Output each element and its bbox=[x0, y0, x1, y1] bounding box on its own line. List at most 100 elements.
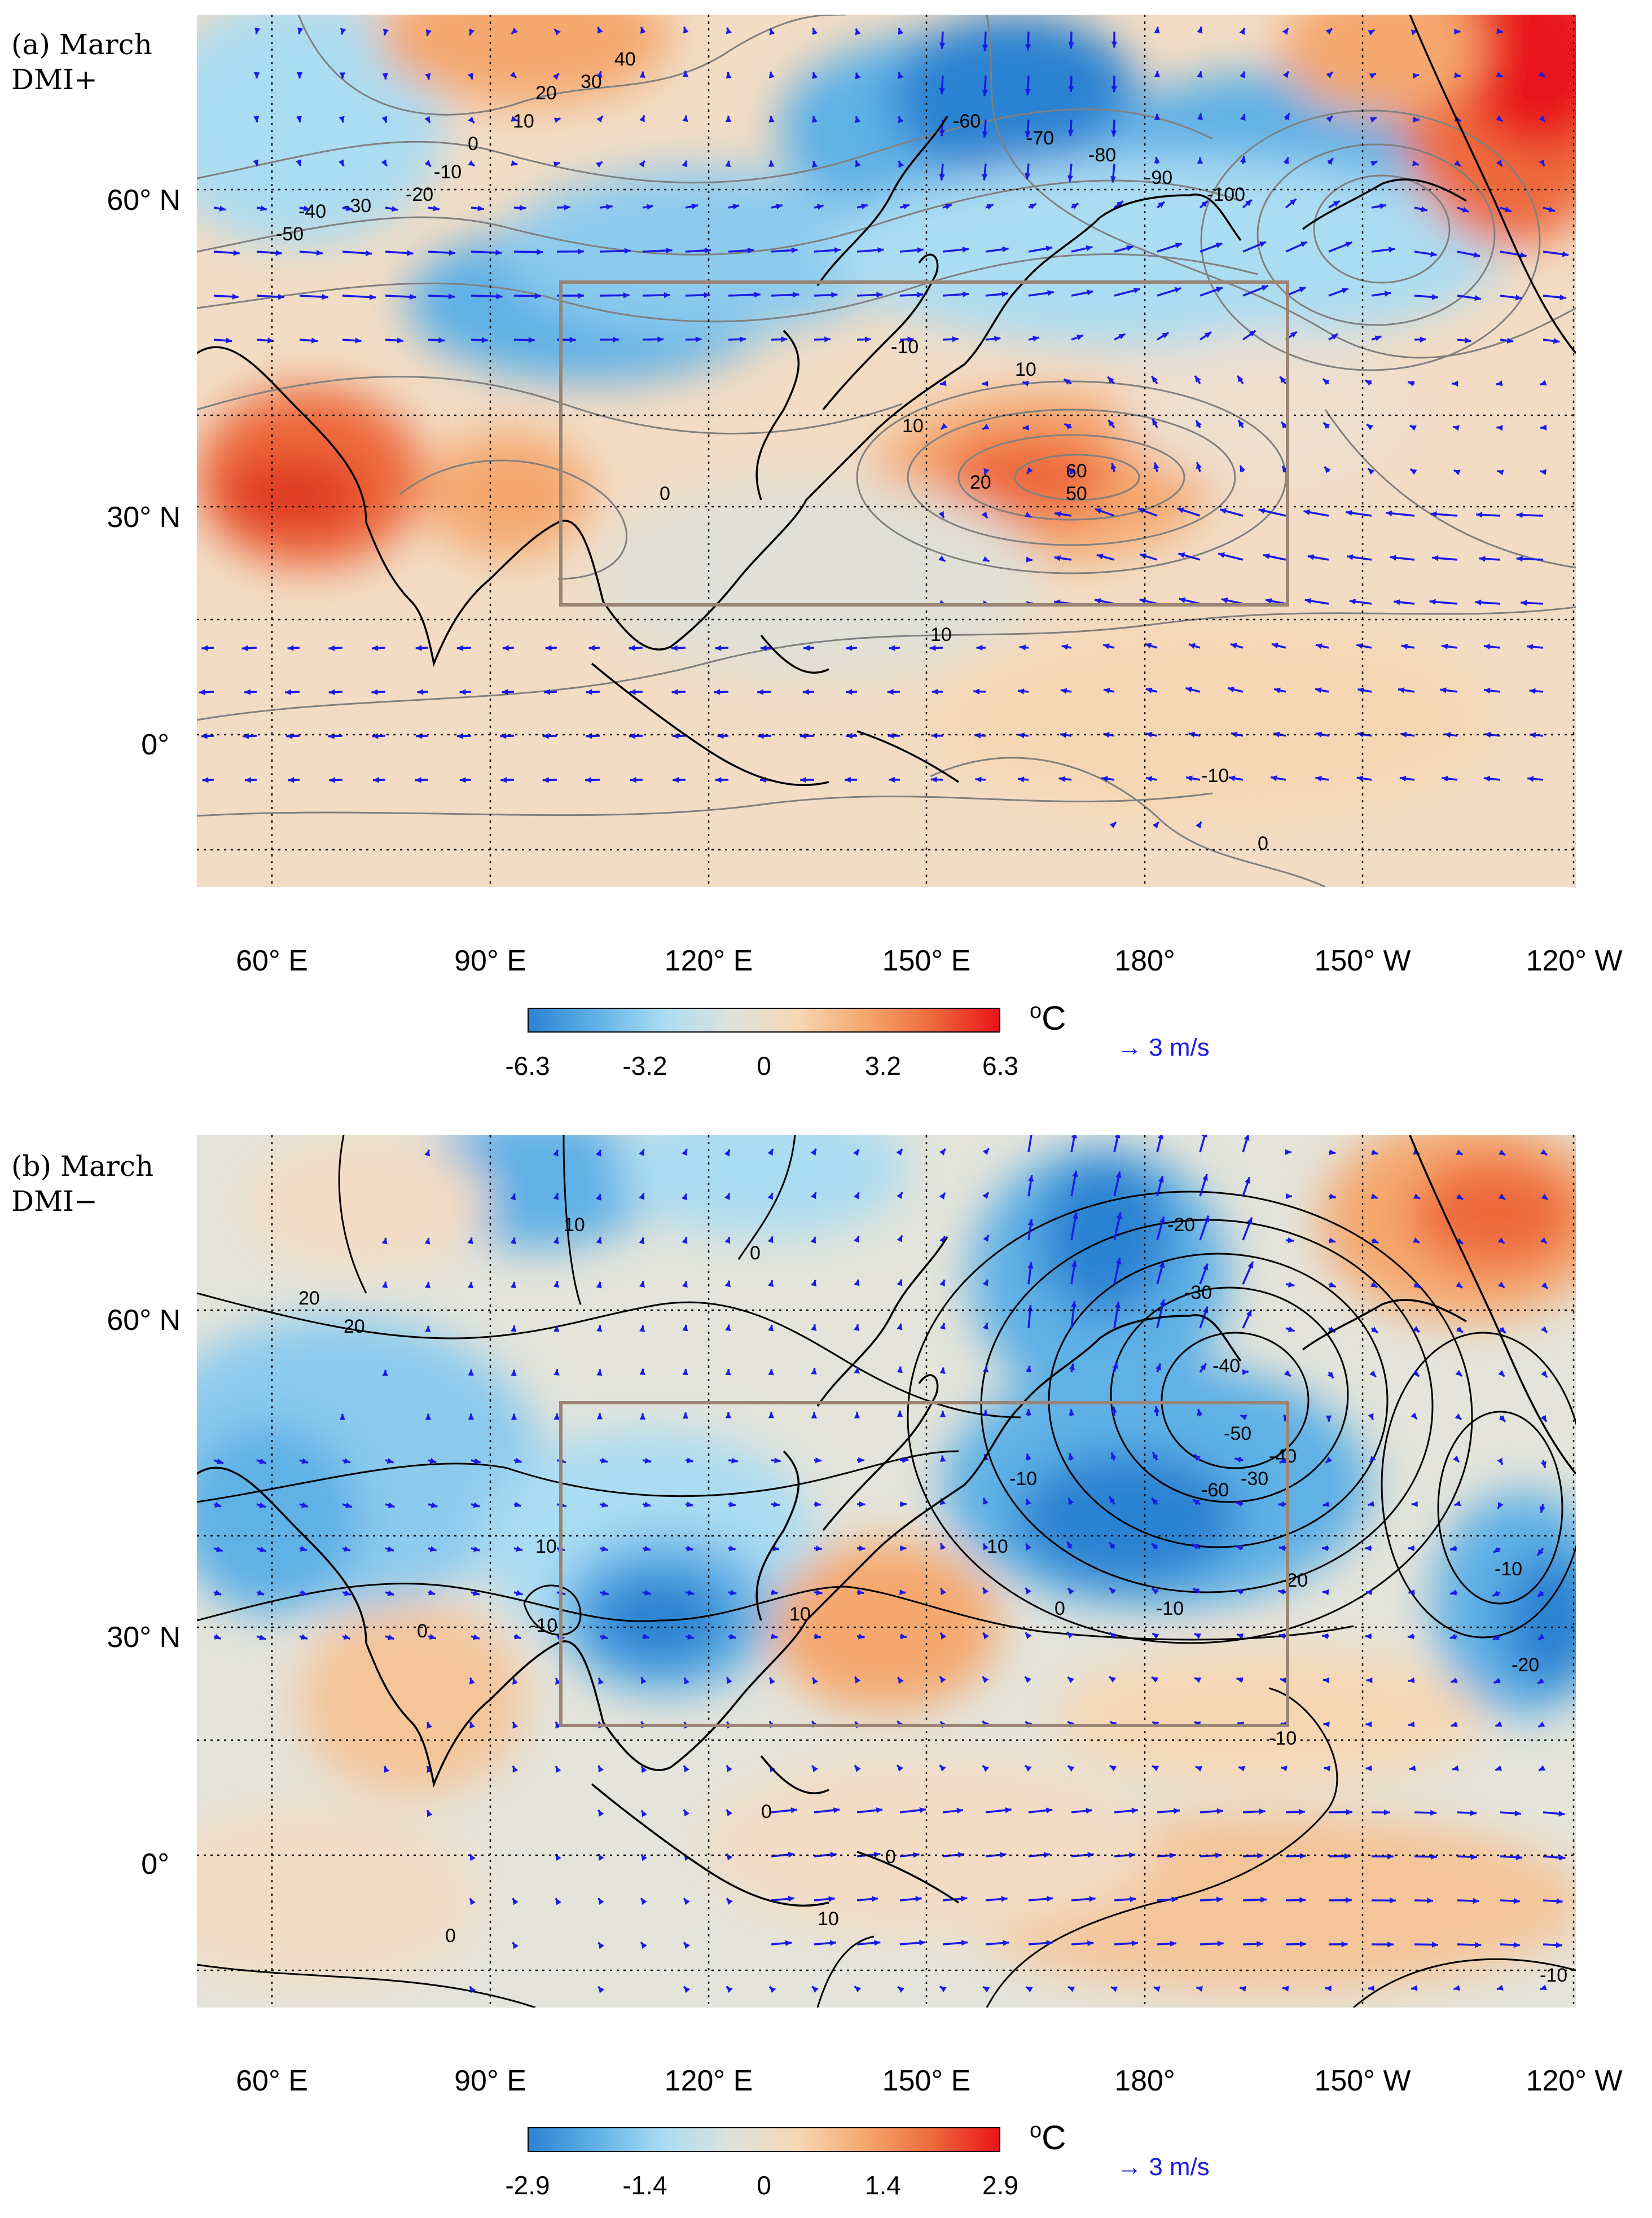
wind-vector-head bbox=[1171, 1896, 1178, 1903]
panel-a-colorbar-tick: -6.3 bbox=[505, 1051, 550, 1081]
wind-vector-head bbox=[961, 1895, 968, 1902]
wind-vector-head bbox=[1453, 469, 1461, 476]
wind-vector-head bbox=[854, 1236, 859, 1243]
wind-vector-head bbox=[1407, 1633, 1414, 1640]
wind-vector-head bbox=[853, 1192, 859, 1200]
panel-a-contour-line bbox=[1313, 174, 1451, 284]
wind-vector-head bbox=[1158, 201, 1165, 208]
panel-a-lon-120w: 120° W bbox=[1526, 945, 1623, 977]
wind-vector-head bbox=[1196, 462, 1202, 469]
wind-vector-head bbox=[1145, 643, 1152, 649]
contour-label: -10 bbox=[1540, 1965, 1567, 1986]
panel-b-colorbar-tick: -1.4 bbox=[622, 2171, 667, 2200]
wind-vector-head bbox=[500, 777, 507, 783]
wind-vector-head bbox=[1095, 598, 1101, 604]
wind-vector-head bbox=[1001, 291, 1008, 297]
wind-vector-head bbox=[1324, 1765, 1330, 1772]
wind-vector-head bbox=[424, 160, 431, 167]
wind-vector-head bbox=[855, 1676, 861, 1684]
wind-vector-head bbox=[1390, 1898, 1396, 1904]
wind-vector-head bbox=[1398, 687, 1405, 693]
wind-vector-head bbox=[553, 161, 560, 168]
wind-vector-head bbox=[1096, 554, 1104, 560]
wind-vector-head bbox=[1413, 1282, 1421, 1288]
panel-a-contour-line bbox=[930, 757, 1326, 887]
wind-vector-head bbox=[1497, 1457, 1503, 1465]
wind-vector-head bbox=[833, 1807, 840, 1813]
panel-a-coastline-philippines bbox=[760, 634, 829, 674]
wind-vector-head bbox=[1196, 420, 1202, 427]
wind-vector-head bbox=[244, 777, 251, 783]
wind-vector-head bbox=[427, 1810, 433, 1817]
contour-label: -20 bbox=[1512, 1654, 1539, 1676]
wind-vector-head bbox=[1261, 285, 1268, 291]
wind-vector-head bbox=[254, 27, 261, 34]
wind-vector-head bbox=[1285, 1149, 1291, 1156]
wind-vector-head bbox=[664, 292, 670, 298]
wind-vector-head bbox=[1240, 114, 1246, 121]
wind-vector-head bbox=[473, 1546, 480, 1552]
wind-vector-head bbox=[641, 1854, 647, 1861]
wind-vector-head bbox=[726, 1809, 733, 1817]
wind-vector-head bbox=[1540, 469, 1547, 475]
wind-vector-head bbox=[372, 777, 379, 783]
wind-vector-head bbox=[1175, 243, 1182, 249]
wind-vector-head bbox=[1329, 1193, 1336, 1200]
wind-vector-head bbox=[595, 1149, 601, 1157]
wind-vector-head bbox=[1371, 1327, 1378, 1333]
wind-vector-head bbox=[1329, 1281, 1336, 1288]
wind-vector-head bbox=[781, 336, 788, 342]
wind-vector-head bbox=[1498, 1193, 1505, 1200]
panel-a-map: 40 30 20 10 0 -10 -20 -30 -40 -50 -60 -70 -80 -90 -100… bbox=[197, 15, 1576, 887]
wind-vector-head bbox=[553, 1369, 560, 1376]
wind-vector-head bbox=[1562, 251, 1569, 257]
wind-vector-head bbox=[1540, 1237, 1547, 1244]
wind-vector-head bbox=[468, 1413, 474, 1420]
wind-vector-head bbox=[1103, 732, 1110, 738]
wind-vector-head bbox=[1408, 1721, 1415, 1728]
wind-vector-head bbox=[1002, 246, 1009, 253]
wind-vector-head bbox=[1513, 1942, 1520, 1948]
wind-vector-head bbox=[1280, 376, 1286, 383]
wind-vector-head bbox=[1238, 420, 1245, 427]
wind-vector-head bbox=[1412, 1370, 1420, 1377]
wind-vector-head bbox=[982, 90, 988, 96]
wind-vector-head bbox=[1055, 511, 1061, 517]
wind-vector-head bbox=[545, 645, 552, 651]
wind-vector-head bbox=[1069, 468, 1075, 475]
wind-vector-head bbox=[939, 1279, 946, 1286]
panel-b-contour-line bbox=[907, 1191, 1473, 1644]
wind-vector-head bbox=[1284, 1370, 1291, 1377]
wind-vector-head bbox=[473, 1590, 480, 1596]
wind-vector-head bbox=[815, 1545, 822, 1552]
wind-vector-head bbox=[639, 1281, 645, 1288]
wind-vector-head bbox=[1025, 1408, 1032, 1415]
wind-vector-head bbox=[1411, 1412, 1417, 1419]
panel-b-coastline-philippines bbox=[760, 1755, 829, 1794]
wind-vector bbox=[1199, 1135, 1206, 1153]
wind-vector-head bbox=[345, 1502, 352, 1508]
wind-vector-head bbox=[300, 1589, 307, 1596]
wind-vector-head bbox=[1152, 1765, 1159, 1772]
wind-vector-head bbox=[316, 249, 323, 256]
wind-vector-head bbox=[514, 1633, 521, 1640]
wind-vector-head bbox=[1244, 1135, 1250, 1141]
wind-vector-head bbox=[1155, 1363, 1161, 1371]
wind-vector-head bbox=[1289, 199, 1297, 205]
wind-vector-head bbox=[1368, 1413, 1374, 1420]
wind-vector-head bbox=[1322, 1545, 1328, 1552]
panel-a-coastline-korea bbox=[755, 330, 800, 500]
panel-b-coastline bbox=[197, 1135, 1576, 1907]
wind-vector-head bbox=[1495, 1765, 1502, 1771]
wind-vector-head bbox=[214, 1633, 221, 1640]
wind-vector-head bbox=[1153, 1406, 1160, 1413]
wind-vector-head bbox=[473, 1458, 481, 1464]
wind-vector-head bbox=[940, 1543, 946, 1550]
wind-vector-head bbox=[1452, 380, 1458, 387]
wind-vector-head bbox=[1538, 71, 1545, 77]
wind-vector-head bbox=[642, 1766, 647, 1773]
wind-vector-head bbox=[982, 174, 988, 181]
wind-vector-head bbox=[1559, 294, 1566, 301]
panel-b-lon-90e: 90° E bbox=[454, 2065, 526, 2097]
contour-label: 0 bbox=[660, 483, 670, 504]
